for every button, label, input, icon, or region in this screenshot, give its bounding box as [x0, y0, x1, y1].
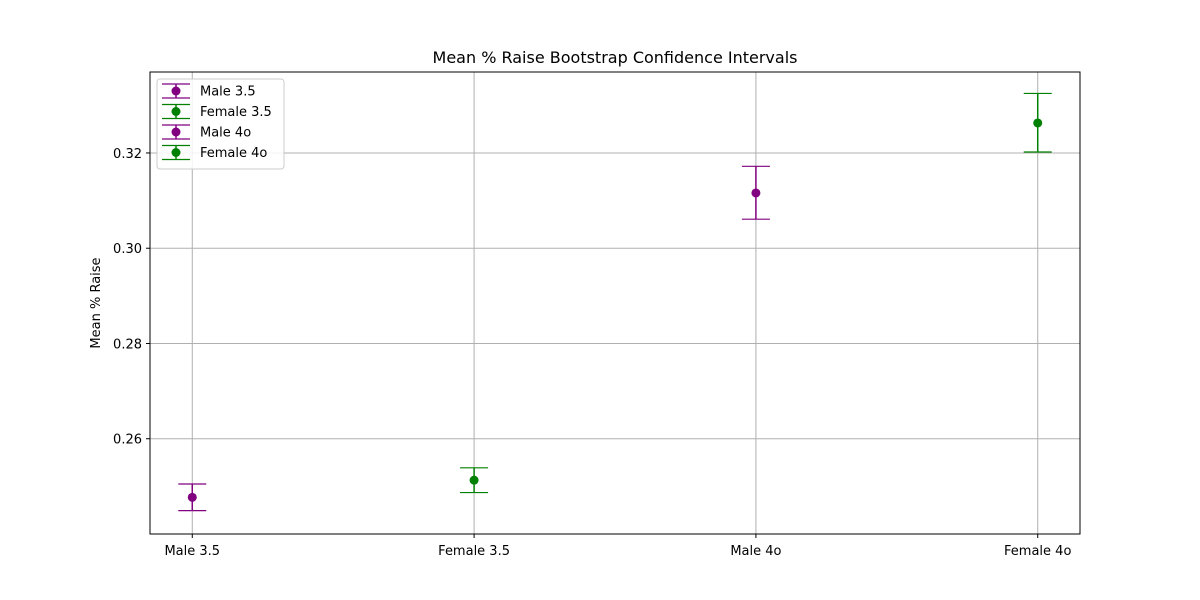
y-tick-label: 0.28 — [113, 337, 142, 352]
mean-point — [751, 188, 761, 198]
legend-label: Female 3.5 — [200, 105, 272, 120]
y-tick-label: 0.32 — [113, 147, 142, 162]
legend-marker — [171, 107, 181, 116]
x-tick-label: Female 4o — [1004, 544, 1071, 559]
mean-point — [469, 475, 479, 485]
legend-item: Female 3.5 — [162, 103, 272, 120]
axis-ticks: Male 3.5 Female 3.5 Male 4o Female 4o 0.26 0.… — [113, 147, 1071, 559]
x-tick-label: Male 4o — [730, 544, 781, 559]
legend-label: Male 4o — [200, 126, 251, 141]
error-bar-female-3-5 — [460, 467, 489, 494]
x-tick-label: Female 3.5 — [438, 544, 510, 559]
legend-item: Male 4o — [162, 124, 251, 141]
mean-point — [187, 492, 197, 502]
legend-marker — [171, 127, 181, 137]
x-tick-label: Male 3.5 — [164, 544, 220, 559]
error-bars — [178, 92, 1052, 512]
legend-item: Male 3.5 — [162, 83, 256, 100]
legend-item: Female 4o — [162, 144, 267, 161]
legend-marker — [171, 86, 181, 96]
y-tick-label: 0.30 — [113, 242, 142, 257]
legend: Male 3.5 Female 3.5 Male 4o Female 4o — [156, 78, 285, 170]
mean-point — [1033, 118, 1043, 128]
legend-marker — [171, 148, 181, 157]
chart-title: Mean % Raise Bootstrap Confidence Interv… — [433, 48, 798, 67]
error-bar-male-4o — [741, 165, 770, 220]
y-axis-label: Mean % Raise — [89, 257, 104, 348]
plot-frame — [149, 71, 1081, 535]
y-tick-label: 0.26 — [113, 433, 142, 448]
legend-label: Male 3.5 — [200, 85, 256, 100]
plot-area — [150, 72, 1080, 534]
legend-label: Female 4o — [200, 146, 267, 161]
error-bar-female-4o — [1023, 92, 1052, 153]
legend-box — [156, 78, 285, 170]
error-bar-male-3-5 — [178, 483, 207, 512]
